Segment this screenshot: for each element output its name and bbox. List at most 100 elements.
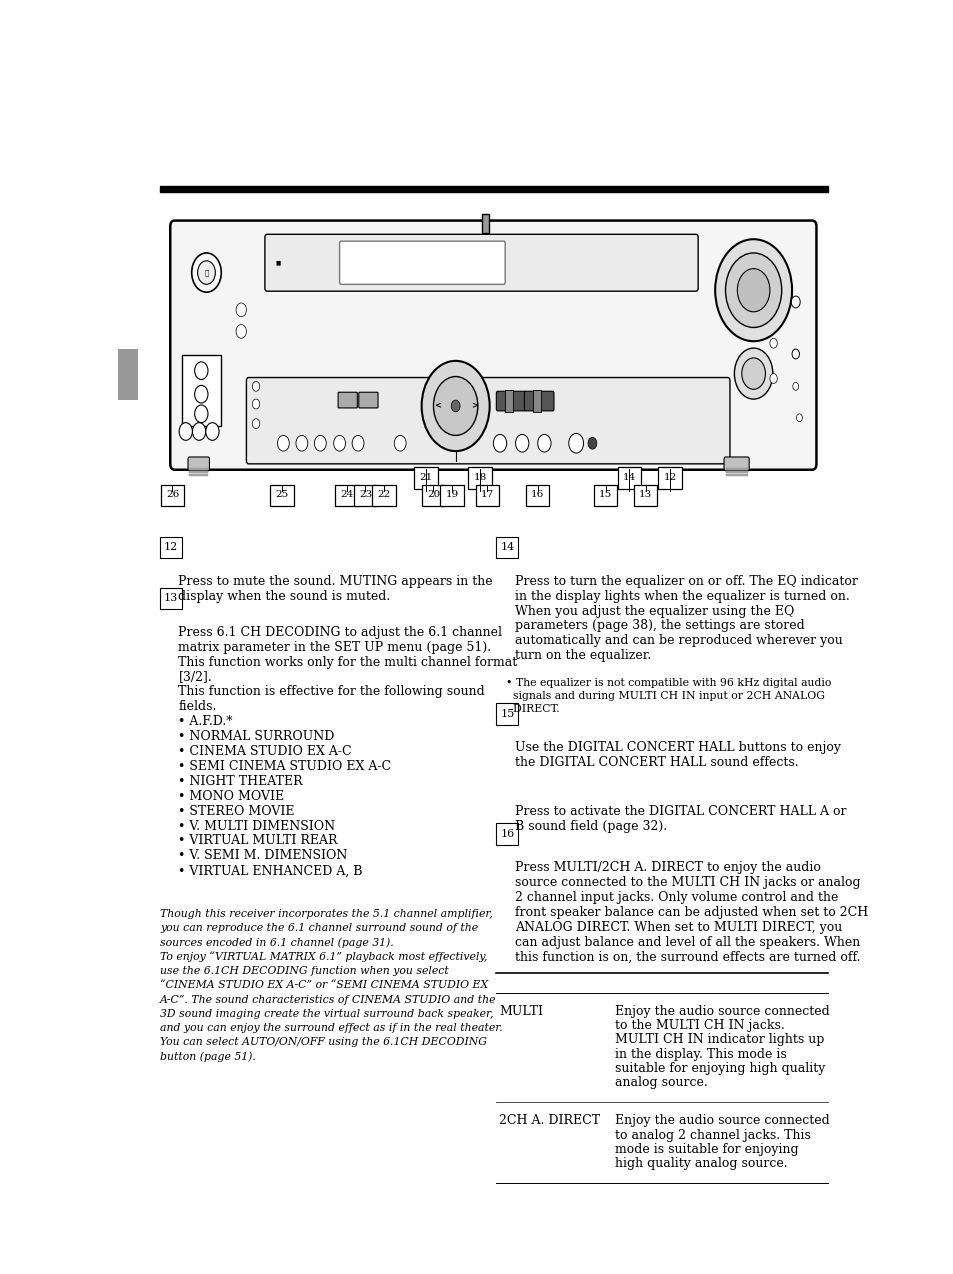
- Text: signals and during MULTI CH IN input or 2CH ANALOG: signals and during MULTI CH IN input or …: [505, 691, 823, 701]
- Bar: [190, 474, 208, 475]
- Bar: [354, 484, 376, 506]
- Text: Though this receiver incorporates the 5.1 channel amplifier,: Though this receiver incorporates the 5.…: [160, 908, 493, 919]
- Text: mode is suitable for enjoying: mode is suitable for enjoying: [614, 1143, 798, 1156]
- Circle shape: [790, 296, 800, 308]
- Bar: [335, 484, 358, 506]
- Bar: [440, 484, 463, 506]
- Circle shape: [252, 381, 259, 391]
- Circle shape: [192, 254, 221, 292]
- Bar: [372, 484, 395, 506]
- Circle shape: [394, 436, 406, 451]
- Circle shape: [537, 434, 551, 452]
- Text: 22: 22: [377, 490, 390, 499]
- Text: automatically and can be reproduced wherever you: automatically and can be reproduced wher…: [515, 634, 841, 647]
- Text: • NORMAL SURROUND: • NORMAL SURROUND: [178, 730, 335, 743]
- Text: • MONO MOVIE: • MONO MOVIE: [178, 790, 284, 803]
- Bar: [117, 349, 138, 400]
- Bar: [421, 484, 445, 506]
- Bar: [618, 466, 640, 488]
- Text: • VIRTUAL ENHANCED A, B: • VIRTUAL ENHANCED A, B: [178, 864, 362, 878]
- Circle shape: [194, 405, 208, 423]
- Text: 13: 13: [164, 594, 178, 604]
- Text: • STEREO MOVIE: • STEREO MOVIE: [178, 805, 294, 818]
- Circle shape: [451, 400, 459, 412]
- Circle shape: [295, 436, 308, 451]
- Text: Press to turn the equalizer on or off. The EQ indicator: Press to turn the equalizer on or off. T…: [515, 575, 857, 587]
- Text: Press to activate the DIGITAL CONCERT HALL A or: Press to activate the DIGITAL CONCERT HA…: [515, 805, 845, 818]
- FancyBboxPatch shape: [265, 234, 698, 292]
- Text: • A.F.D.*: • A.F.D.*: [178, 715, 233, 729]
- Bar: [476, 484, 498, 506]
- Bar: [505, 390, 512, 412]
- Text: to analog 2 channel jacks. This: to analog 2 channel jacks. This: [614, 1129, 810, 1142]
- Text: “CINEMA STUDIO EX A-C” or “SEMI CINEMA STUDIO EX: “CINEMA STUDIO EX A-C” or “SEMI CINEMA S…: [160, 980, 488, 990]
- Text: • V. SEMI M. DIMENSION: • V. SEMI M. DIMENSION: [178, 850, 348, 862]
- Circle shape: [235, 303, 246, 317]
- Circle shape: [792, 382, 798, 390]
- Text: fields.: fields.: [178, 701, 216, 713]
- Text: 2 channel input jacks. Only volume control and the: 2 channel input jacks. Only volume contr…: [515, 891, 838, 905]
- Bar: [414, 466, 437, 488]
- Text: you can reproduce the 6.1 channel surround sound of the: you can reproduce the 6.1 channel surrou…: [160, 922, 477, 933]
- Circle shape: [737, 269, 769, 312]
- Text: high quality analog source.: high quality analog source.: [614, 1157, 786, 1170]
- Text: 12: 12: [662, 473, 676, 482]
- Text: 20: 20: [426, 490, 439, 499]
- Text: DIRECT.: DIRECT.: [505, 705, 558, 713]
- Text: ANALOG DIRECT. When set to MULTI DIRECT, you: ANALOG DIRECT. When set to MULTI DIRECT,…: [515, 921, 841, 934]
- Bar: [160, 536, 182, 558]
- Circle shape: [769, 373, 777, 383]
- Text: MULTI: MULTI: [498, 1005, 542, 1018]
- FancyBboxPatch shape: [723, 457, 748, 470]
- Text: display when the sound is muted.: display when the sound is muted.: [178, 590, 390, 603]
- FancyBboxPatch shape: [339, 241, 505, 284]
- Circle shape: [193, 423, 206, 441]
- Text: 15: 15: [598, 490, 612, 499]
- Text: to the MULTI CH IN jacks.: to the MULTI CH IN jacks.: [614, 1019, 783, 1032]
- Text: • NIGHT THEATER: • NIGHT THEATER: [178, 775, 303, 787]
- Bar: [496, 536, 518, 558]
- Text: You can select AUTO/ON/OFF using the 6.1CH DECODING: You can select AUTO/ON/OFF using the 6.1…: [160, 1037, 486, 1047]
- Bar: [724, 470, 747, 473]
- Text: B sound field (page 32).: B sound field (page 32).: [515, 819, 666, 832]
- Text: Press to mute the sound. MUTING appears in the: Press to mute the sound. MUTING appears …: [178, 575, 493, 587]
- Circle shape: [515, 434, 528, 452]
- Text: sources encoded in 6.1 channel (page 31).: sources encoded in 6.1 channel (page 31)…: [160, 938, 394, 948]
- Text: ⏻: ⏻: [204, 269, 209, 276]
- Bar: [190, 470, 208, 473]
- Circle shape: [568, 433, 583, 454]
- Text: this function is on, the surround effects are turned off.: this function is on, the surround effect…: [515, 950, 860, 963]
- Circle shape: [252, 419, 259, 428]
- Bar: [496, 823, 518, 845]
- Text: Enjoy the audio source connected: Enjoy the audio source connected: [614, 1115, 828, 1127]
- Circle shape: [277, 436, 289, 451]
- Text: source connected to the MULTI CH IN jacks or analog: source connected to the MULTI CH IN jack…: [515, 877, 860, 889]
- Text: When you adjust the equalizer using the EQ: When you adjust the equalizer using the …: [515, 605, 793, 618]
- Text: ■: ■: [275, 260, 280, 265]
- Bar: [634, 484, 657, 506]
- Circle shape: [421, 361, 489, 451]
- Circle shape: [791, 349, 799, 359]
- Text: 18: 18: [473, 473, 486, 482]
- Circle shape: [769, 339, 777, 348]
- Text: 17: 17: [480, 490, 494, 499]
- Text: MULTI CH IN indicator lights up: MULTI CH IN indicator lights up: [614, 1033, 823, 1046]
- Text: and you can enjoy the surround effect as if in the real theater.: and you can enjoy the surround effect as…: [160, 1023, 502, 1033]
- FancyBboxPatch shape: [337, 392, 357, 408]
- Text: turn on the equalizer.: turn on the equalizer.: [515, 650, 650, 662]
- Text: in the display lights when the equalizer is turned on.: in the display lights when the equalizer…: [515, 590, 849, 603]
- Circle shape: [741, 358, 764, 390]
- Circle shape: [194, 385, 208, 403]
- FancyBboxPatch shape: [358, 392, 377, 408]
- Text: 3D sound imaging create the virtual surround back speaker,: 3D sound imaging create the virtual surr…: [160, 1009, 493, 1019]
- Text: 21: 21: [419, 473, 433, 482]
- Text: the DIGITAL CONCERT HALL sound effects.: the DIGITAL CONCERT HALL sound effects.: [515, 757, 798, 769]
- Bar: [270, 484, 294, 506]
- Text: 15: 15: [499, 710, 514, 720]
- Text: analog source.: analog source.: [614, 1077, 706, 1089]
- Text: To enjoy “VIRTUAL MATRIX 6.1” playback most effectively,: To enjoy “VIRTUAL MATRIX 6.1” playback m…: [160, 952, 487, 962]
- Text: Enjoy the audio source connected: Enjoy the audio source connected: [614, 1005, 828, 1018]
- Circle shape: [433, 377, 477, 436]
- Text: This function works only for the multi channel format: This function works only for the multi c…: [178, 656, 517, 669]
- Text: >: >: [470, 401, 477, 410]
